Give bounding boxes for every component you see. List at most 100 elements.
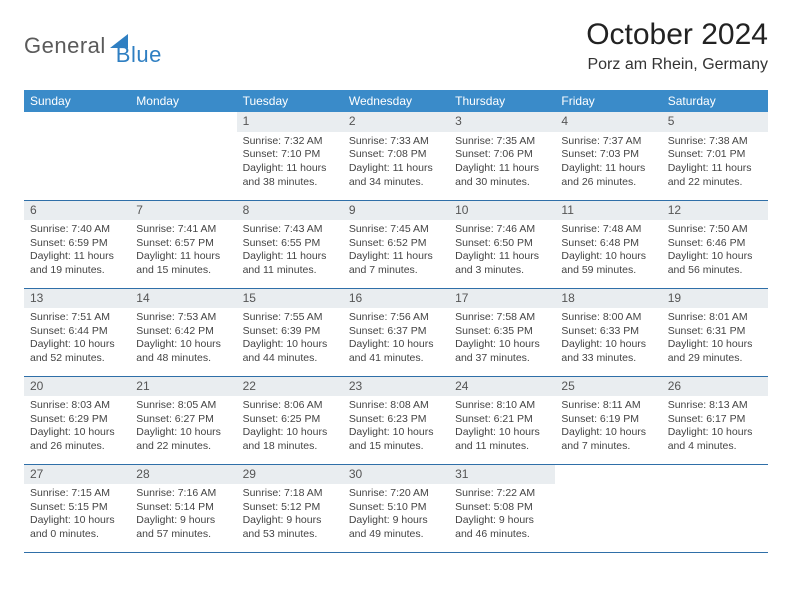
sunrise-line: Sunrise: 7:56 AM [349, 311, 443, 325]
sunrise-line: Sunrise: 7:46 AM [455, 223, 549, 237]
daylight-line: Daylight: 9 hours and 49 minutes. [349, 514, 443, 541]
calendar-cell: 4Sunrise: 7:37 AMSunset: 7:03 PMDaylight… [555, 112, 661, 200]
day-number: 16 [343, 289, 449, 309]
day-details: Sunrise: 8:11 AMSunset: 6:19 PMDaylight:… [555, 396, 661, 458]
sunrise-line: Sunrise: 8:01 AM [668, 311, 762, 325]
daylight-line: Daylight: 11 hours and 11 minutes. [243, 250, 337, 277]
day-details: Sunrise: 7:53 AMSunset: 6:42 PMDaylight:… [130, 308, 236, 370]
day-number: 1 [237, 112, 343, 132]
calendar-cell: 29Sunrise: 7:18 AMSunset: 5:12 PMDayligh… [237, 464, 343, 552]
sunset-line: Sunset: 6:50 PM [455, 237, 549, 251]
daylight-line: Daylight: 11 hours and 26 minutes. [561, 162, 655, 189]
daylight-line: Daylight: 10 hours and 29 minutes. [668, 338, 762, 365]
daylight-line: Daylight: 10 hours and 52 minutes. [30, 338, 124, 365]
calendar-cell: 10Sunrise: 7:46 AMSunset: 6:50 PMDayligh… [449, 200, 555, 288]
day-details: Sunrise: 7:16 AMSunset: 5:14 PMDaylight:… [130, 484, 236, 546]
day-details: Sunrise: 8:01 AMSunset: 6:31 PMDaylight:… [662, 308, 768, 370]
sunset-line: Sunset: 6:59 PM [30, 237, 124, 251]
calendar-cell: 27 Sunrise: 7:15 AMSunset: 5:15 PMDayligh… [24, 464, 130, 552]
sunset-line: Sunset: 6:37 PM [349, 325, 443, 339]
day-number: 18 [555, 289, 661, 309]
sunset-line: Sunset: 6:19 PM [561, 413, 655, 427]
daylight-line: Daylight: 11 hours and 15 minutes. [136, 250, 230, 277]
sunset-line: Sunset: 6:27 PM [136, 413, 230, 427]
day-number: 23 [343, 377, 449, 397]
day-number: 9 [343, 201, 449, 221]
day-details: Sunrise: 7:35 AMSunset: 7:06 PMDaylight:… [449, 132, 555, 194]
day-number: 29 [237, 465, 343, 485]
weekday-header: Sunday [24, 90, 130, 112]
day-number: 25 [555, 377, 661, 397]
daylight-line: Daylight: 10 hours and 37 minutes. [455, 338, 549, 365]
day-details: Sunrise: 7:38 AMSunset: 7:01 PMDaylight:… [662, 132, 768, 194]
sunset-line: Sunset: 7:10 PM [243, 148, 337, 162]
day-number: 27 [24, 465, 130, 485]
day-details: Sunrise: 7:46 AMSunset: 6:50 PMDaylight:… [449, 220, 555, 282]
daylight-line: Daylight: 11 hours and 34 minutes. [349, 162, 443, 189]
day-number: 6 [24, 201, 130, 221]
calendar-cell: 18Sunrise: 8:00 AMSunset: 6:33 PMDayligh… [555, 288, 661, 376]
sunset-line: Sunset: 7:06 PM [455, 148, 549, 162]
sunrise-line: Sunrise: 7:48 AM [561, 223, 655, 237]
calendar-cell: 19Sunrise: 8:01 AMSunset: 6:31 PMDayligh… [662, 288, 768, 376]
day-number: 31 [449, 465, 555, 485]
sunrise-line: Sunrise: 7:53 AM [136, 311, 230, 325]
daylight-line: Daylight: 10 hours and 11 minutes. [455, 426, 549, 453]
daylight-line: Daylight: 10 hours and 44 minutes. [243, 338, 337, 365]
calendar-cell: 16Sunrise: 7:56 AMSunset: 6:37 PMDayligh… [343, 288, 449, 376]
day-details: Sunrise: 7:43 AMSunset: 6:55 PMDaylight:… [237, 220, 343, 282]
sunrise-line: Sunrise: 7:55 AM [243, 311, 337, 325]
day-number: 21 [130, 377, 236, 397]
day-details: Sunrise: 7:50 AMSunset: 6:46 PMDaylight:… [662, 220, 768, 282]
day-number: 26 [662, 377, 768, 397]
sunset-line: Sunset: 6:39 PM [243, 325, 337, 339]
day-number: 7 [130, 201, 236, 221]
day-details: Sunrise: 7:40 AMSunset: 6:59 PMDaylight:… [24, 220, 130, 282]
logo-text-general: General [24, 33, 106, 59]
sunset-line: Sunset: 6:55 PM [243, 237, 337, 251]
daylight-line: Daylight: 10 hours and 26 minutes. [30, 426, 124, 453]
sunrise-line: Sunrise: 7:20 AM [349, 487, 443, 501]
sunset-line: Sunset: 6:29 PM [30, 413, 124, 427]
header: General Blue October 2024 Porz am Rhein,… [24, 18, 768, 74]
day-details: Sunrise: 8:05 AMSunset: 6:27 PMDaylight:… [130, 396, 236, 458]
calendar-row: 27Sunrise: 7:15 AMSunset: 5:15 PMDayligh… [24, 464, 768, 552]
calendar-cell: 24Sunrise: 8:10 AMSunset: 6:21 PMDayligh… [449, 376, 555, 464]
sunset-line: Sunset: 6:57 PM [136, 237, 230, 251]
daylight-line: Daylight: 11 hours and 3 minutes. [455, 250, 549, 277]
calendar-cell: 11Sunrise: 7:48 AMSunset: 6:48 PMDayligh… [555, 200, 661, 288]
day-number: 17 [449, 289, 555, 309]
calendar-cell: 9Sunrise: 7:45 AMSunset: 6:52 PMDaylight… [343, 200, 449, 288]
weekday-header: Monday [130, 90, 236, 112]
sunset-line: Sunset: 5:15 PM [30, 501, 124, 515]
sunset-line: Sunset: 6:48 PM [561, 237, 655, 251]
calendar-cell: 22Sunrise: 8:06 AMSunset: 6:25 PMDayligh… [237, 376, 343, 464]
sunrise-line: Sunrise: 7:15 AM [30, 487, 124, 501]
sunrise-line: Sunrise: 7:43 AM [243, 223, 337, 237]
sunset-line: Sunset: 6:31 PM [668, 325, 762, 339]
day-details: Sunrise: 7:45 AMSunset: 6:52 PMDaylight:… [343, 220, 449, 282]
sunset-line: Sunset: 6:42 PM [136, 325, 230, 339]
sunrise-line: Sunrise: 7:22 AM [455, 487, 549, 501]
sunset-line: Sunset: 6:52 PM [349, 237, 443, 251]
calendar-cell: 25Sunrise: 8:11 AMSunset: 6:19 PMDayligh… [555, 376, 661, 464]
calendar-cell: 17Sunrise: 7:58 AMSunset: 6:35 PMDayligh… [449, 288, 555, 376]
sunrise-line: Sunrise: 8:11 AM [561, 399, 655, 413]
sunset-line: Sunset: 6:35 PM [455, 325, 549, 339]
calendar-row: 20Sunrise: 8:03 AMSunset: 6:29 PMDayligh… [24, 376, 768, 464]
sunset-line: Sunset: 5:12 PM [243, 501, 337, 515]
day-details: Sunrise: 8:06 AMSunset: 6:25 PMDaylight:… [237, 396, 343, 458]
daylight-line: Daylight: 10 hours and 18 minutes. [243, 426, 337, 453]
daylight-line: Daylight: 11 hours and 19 minutes. [30, 250, 124, 277]
sunrise-line: Sunrise: 7:16 AM [136, 487, 230, 501]
calendar-cell: 21Sunrise: 8:05 AMSunset: 6:27 PMDayligh… [130, 376, 236, 464]
sunrise-line: Sunrise: 8:06 AM [243, 399, 337, 413]
day-details: Sunrise: 7:20 AMSunset: 5:10 PMDaylight:… [343, 484, 449, 546]
calendar-cell: 28Sunrise: 7:16 AMSunset: 5:14 PMDayligh… [130, 464, 236, 552]
calendar-row: 13Sunrise: 7:51 AMSunset: 6:44 PMDayligh… [24, 288, 768, 376]
calendar-cell: 8Sunrise: 7:43 AMSunset: 6:55 PMDaylight… [237, 200, 343, 288]
daylight-line: Daylight: 10 hours and 0 minutes. [30, 514, 124, 541]
sunset-line: Sunset: 5:08 PM [455, 501, 549, 515]
calendar-cell: 15Sunrise: 7:55 AMSunset: 6:39 PMDayligh… [237, 288, 343, 376]
day-details: Sunrise: 7:58 AMSunset: 6:35 PMDaylight:… [449, 308, 555, 370]
